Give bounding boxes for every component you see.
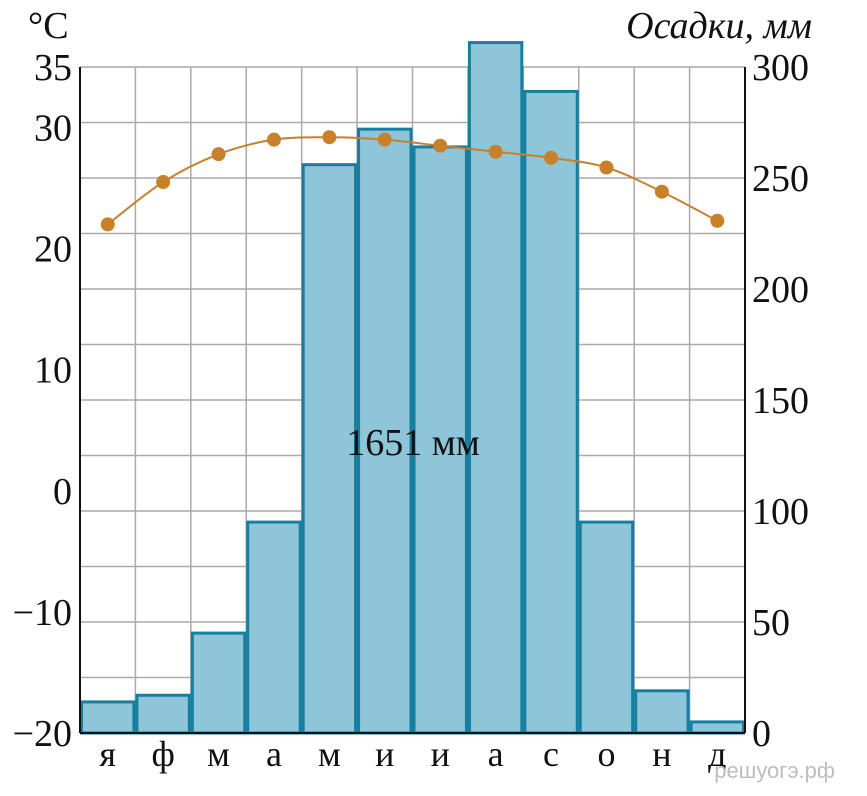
temperature-point (654, 184, 669, 199)
temperature-point (322, 130, 337, 145)
month-label: н (652, 734, 671, 774)
right-axis-label: Осадки, мм (626, 5, 812, 47)
precipitation-bars (80, 41, 745, 735)
precipitation-bar (190, 631, 247, 735)
axes (79, 67, 746, 734)
precipitation-bar (135, 693, 191, 735)
month-label: я (99, 734, 116, 774)
temperature-point (211, 147, 226, 162)
total-precipitation-annotation: 1651 мм (346, 422, 480, 464)
month-label: с (543, 734, 559, 774)
left-tick-label: 10 (34, 350, 72, 392)
temperature-point (488, 144, 503, 159)
precipitation-bar (689, 720, 745, 735)
month-label: и (375, 734, 394, 774)
precipitation-bar (301, 163, 358, 735)
month-label: м (318, 734, 341, 774)
left-axis-label: °C (28, 5, 69, 47)
left-tick-label: 30 (34, 108, 72, 150)
left-tick-label: 0 (53, 471, 72, 513)
right-tick-label: 150 (752, 380, 809, 422)
left-tick-label: −20 (13, 713, 72, 755)
month-label: о (597, 734, 615, 774)
temperature-point (266, 132, 281, 147)
month-label: д (708, 734, 726, 774)
temperature-point (100, 217, 115, 232)
precipitation-bar (80, 700, 136, 735)
right-tick-label: 100 (752, 491, 809, 533)
right-tick-label: 0 (752, 713, 771, 755)
month-label: м (207, 734, 230, 774)
temperature-point (599, 160, 614, 175)
left-tick-label: 20 (34, 229, 72, 271)
precipitation-bar (634, 689, 690, 735)
temperature-point (377, 132, 392, 147)
left-tick-label: 35 (34, 47, 72, 89)
temperature-point (156, 175, 171, 190)
temperature-point (710, 213, 725, 228)
temperature-point (544, 150, 559, 165)
watermark: решуогэ.рф (714, 758, 835, 783)
precipitation-bar (357, 127, 413, 735)
precipitation-bar (246, 520, 302, 735)
left-tick-label: −10 (13, 592, 72, 634)
month-label: а (266, 734, 282, 774)
precipitation-bar (523, 89, 579, 735)
month-label: а (488, 734, 504, 774)
right-tick-label: 200 (752, 269, 809, 311)
month-label: и (431, 734, 450, 774)
right-tick-label: 50 (752, 602, 790, 644)
temperature-line (100, 130, 725, 232)
right-tick-label: 300 (752, 47, 809, 89)
month-label: ф (151, 734, 174, 774)
temperature-point (433, 138, 448, 153)
right-tick-label: 250 (752, 158, 809, 200)
precipitation-bar (578, 520, 635, 735)
